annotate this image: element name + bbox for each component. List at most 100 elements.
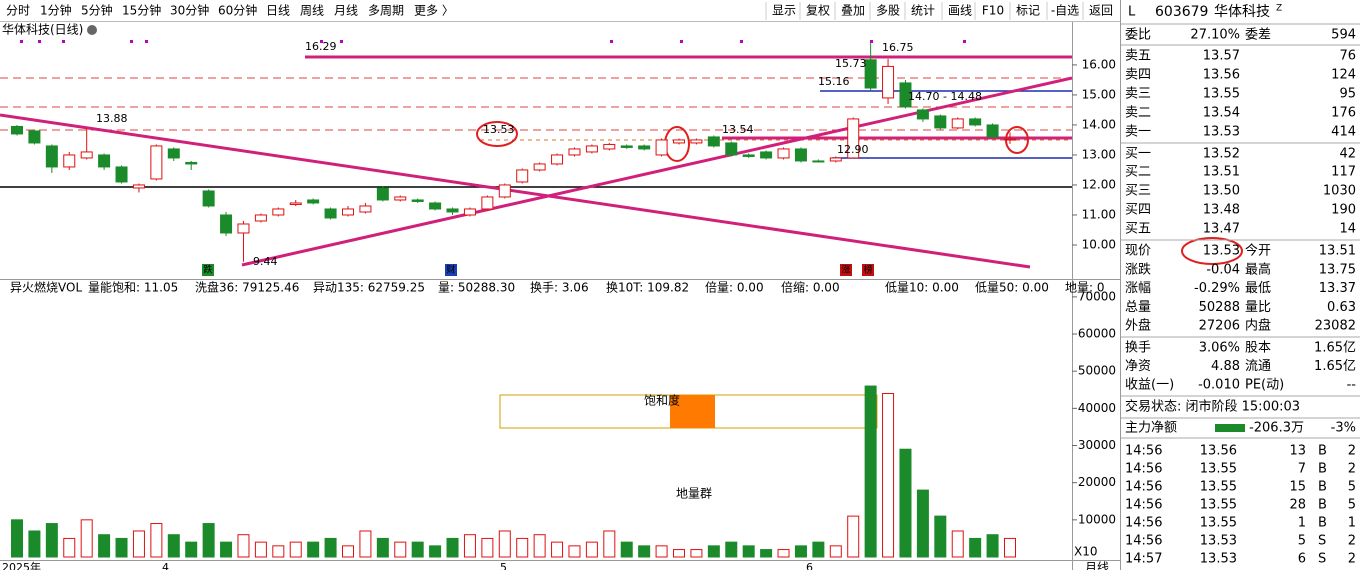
menu-icon[interactable]	[87, 25, 97, 35]
candle-body	[272, 208, 285, 216]
trend-line	[0, 113, 1031, 269]
book-volume: 124	[1331, 68, 1356, 83]
volume-bar	[812, 541, 825, 558]
price-annotation: 16.29	[305, 40, 337, 53]
candle-body	[533, 163, 546, 171]
volume-bar	[98, 534, 111, 558]
candle-body	[934, 115, 947, 129]
field-value: -0.04	[1206, 262, 1240, 277]
volume-bar	[638, 545, 651, 558]
field-value: 1.65亿	[1314, 359, 1356, 374]
period-tab[interactable]: 30分钟	[170, 3, 209, 18]
candle-body	[237, 223, 250, 234]
volume-bar	[585, 541, 598, 558]
period-tab[interactable]: 月线	[334, 4, 358, 18]
signal-dot	[145, 40, 148, 43]
candle-body	[324, 208, 337, 219]
volume-bar	[934, 515, 947, 558]
tool-button[interactable]: 画线	[948, 4, 972, 18]
period-tab[interactable]: 1分钟	[40, 3, 72, 18]
candle-body	[655, 139, 668, 156]
tool-button[interactable]: 多股	[876, 4, 900, 18]
candle-body	[28, 130, 41, 144]
tool-button[interactable]: 标记	[1016, 4, 1040, 18]
field-label: 委比	[1125, 28, 1151, 43]
indicator-value: 量: 50288.30	[438, 281, 515, 295]
book-volume: 176	[1331, 106, 1356, 121]
tick-side: S	[1318, 552, 1326, 567]
stock-name: 华体科技	[1214, 4, 1270, 20]
y-tick-label: 10.00	[1082, 237, 1116, 251]
indicator-value: 低量50: 0.00	[975, 281, 1049, 295]
flow-percent: -3%	[1331, 421, 1356, 436]
book-price: 13.50	[1203, 184, 1240, 199]
y-tick-label: 14.00	[1082, 117, 1116, 131]
candle-body	[498, 184, 511, 198]
tick-price: 13.55	[1200, 462, 1237, 477]
tick-count: 5	[1348, 498, 1356, 513]
field-value: 27.10%	[1190, 28, 1240, 43]
period-tab[interactable]: 日线	[266, 4, 290, 18]
tool-button[interactable]: 统计	[911, 4, 935, 18]
candle-body	[707, 136, 720, 147]
period-tab[interactable]: 周线	[300, 4, 324, 18]
price-annotation: 12.90	[837, 143, 869, 156]
period-tab[interactable]: 更多 〉	[414, 4, 454, 18]
candle-body	[45, 145, 58, 168]
tick-volume: 6	[1298, 552, 1306, 567]
candle-body	[620, 145, 633, 148]
highlight-circle	[1181, 237, 1243, 265]
candle-body	[760, 151, 773, 159]
field-value: 594	[1331, 28, 1356, 43]
tool-button[interactable]: 返回	[1089, 4, 1113, 18]
volume-bar	[220, 541, 233, 558]
book-price: 13.51	[1203, 165, 1240, 180]
candle-body	[1004, 138, 1016, 141]
volume-bar	[969, 537, 982, 558]
volume-bar	[986, 534, 999, 558]
date-label: 2025年	[2, 560, 41, 570]
book-label: 买一	[1125, 147, 1151, 162]
event-marker: 跌	[203, 265, 212, 276]
date-label: 4	[162, 561, 169, 570]
candle-body	[969, 118, 982, 126]
candle-body	[132, 184, 145, 189]
candle-body	[376, 187, 389, 201]
candle-body	[185, 161, 198, 165]
tick-side: B	[1318, 462, 1327, 477]
candle-body	[986, 124, 999, 138]
volume-bar	[498, 530, 511, 558]
tool-button[interactable]: 复权	[806, 4, 830, 18]
y-tick-label: 12.00	[1082, 177, 1116, 191]
field-value: 13.37	[1319, 281, 1356, 296]
tool-button[interactable]: 叠加	[841, 4, 865, 18]
tool-button[interactable]: -自选	[1051, 4, 1079, 18]
book-price: 13.52	[1203, 147, 1240, 162]
period-tab[interactable]: 15分钟	[122, 3, 161, 18]
volume-bar	[777, 549, 790, 558]
y-tick-label: 50000	[1078, 364, 1116, 378]
candle-body	[11, 125, 23, 135]
period-tab[interactable]: 5分钟	[81, 3, 113, 18]
signal-dot	[130, 40, 133, 43]
period-tab[interactable]: 60分钟	[218, 3, 257, 18]
scale-label: X10	[1074, 545, 1098, 559]
volume-bar	[376, 537, 389, 558]
signal-dot	[20, 40, 23, 43]
tool-button[interactable]: 显示	[772, 4, 796, 18]
book-label: 买二	[1125, 165, 1151, 180]
book-volume: 1030	[1323, 184, 1356, 199]
tick-count: 2	[1348, 534, 1356, 549]
event-marker-box	[840, 264, 852, 276]
candle-body	[568, 148, 581, 156]
book-label: 卖四	[1125, 68, 1151, 83]
period-tab[interactable]: 多周期	[368, 4, 404, 18]
price-annotation: 14.70 - 14.48	[908, 90, 982, 103]
book-label: 卖五	[1125, 49, 1151, 64]
tool-button[interactable]: F10	[982, 4, 1004, 18]
field-value: 13.75	[1319, 262, 1356, 277]
period-tab[interactable]: 分时	[6, 4, 30, 18]
flow-label: 主力净额	[1125, 421, 1177, 436]
volume-bar	[289, 541, 302, 558]
